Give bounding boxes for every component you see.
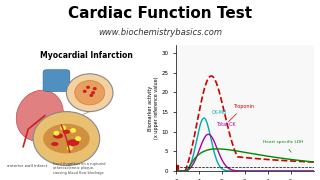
Ellipse shape [53, 133, 63, 139]
Circle shape [86, 86, 90, 89]
Circle shape [75, 81, 105, 105]
Ellipse shape [43, 124, 90, 153]
Ellipse shape [67, 139, 79, 146]
Circle shape [89, 94, 93, 97]
Ellipse shape [16, 90, 63, 141]
Text: Myocardial Infarction: Myocardial Infarction [40, 51, 133, 60]
Circle shape [53, 131, 60, 136]
Circle shape [83, 90, 87, 93]
Circle shape [67, 146, 73, 150]
Y-axis label: Biomarker activity
(x upper reference value): Biomarker activity (x upper reference va… [148, 77, 159, 139]
Circle shape [67, 74, 113, 112]
Text: Total CK: Total CK [216, 122, 236, 127]
Text: anterior wall infarct: anterior wall infarct [6, 164, 47, 168]
Ellipse shape [63, 130, 70, 134]
Text: Cardiac Function Test: Cardiac Function Test [68, 6, 252, 21]
Circle shape [33, 112, 100, 166]
Circle shape [60, 125, 66, 130]
Text: Heart specific LDH: Heart specific LDH [263, 140, 304, 152]
Circle shape [91, 91, 95, 94]
Circle shape [93, 87, 97, 90]
Text: www.biochemistrybasics.com: www.biochemistrybasics.com [98, 28, 222, 37]
Ellipse shape [51, 142, 59, 146]
Circle shape [70, 128, 76, 133]
Text: Troponin: Troponin [228, 104, 254, 122]
Text: fixed thrombus on a ruptured
atherosclerotic plaque,
causing blood flow blockage: fixed thrombus on a ruptured atheroscler… [53, 162, 106, 175]
Text: CK-MB: CK-MB [212, 110, 227, 115]
FancyBboxPatch shape [43, 70, 70, 91]
Circle shape [75, 136, 81, 141]
